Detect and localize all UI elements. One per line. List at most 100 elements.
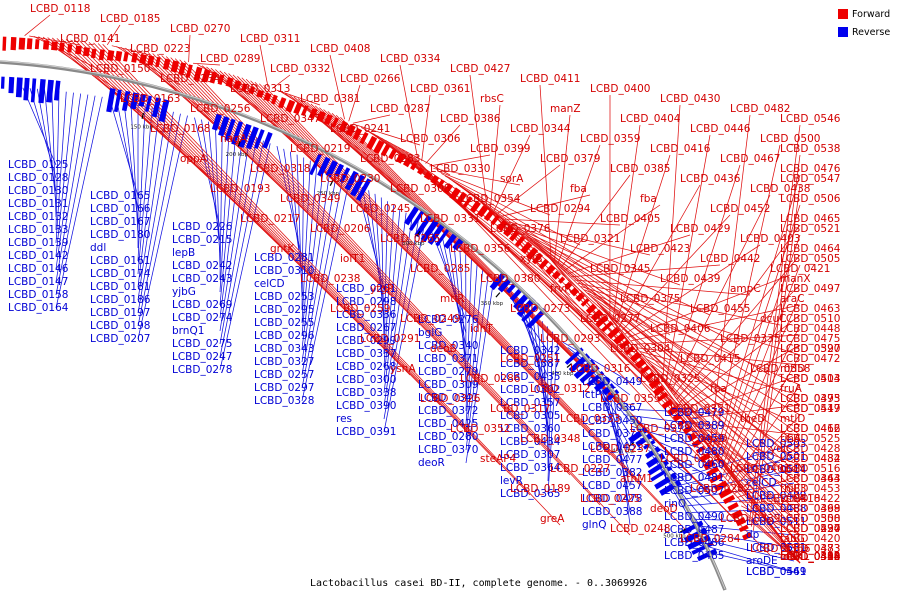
reverse-gene-label: LCBD_0342 <box>500 345 560 357</box>
forward-gene-label: LCBD_0335 <box>720 333 780 345</box>
reverse-gene-label: LCBD_0343 <box>254 343 314 355</box>
forward-gene-label: LCBD_0325 <box>640 373 700 385</box>
reverse-gene-label: levR <box>500 475 523 487</box>
reverse-feature <box>325 160 338 178</box>
forward-feature <box>402 157 412 168</box>
reverse-gene-label: LCBD_0457 <box>582 480 642 492</box>
forward-gene-label: nagA <box>220 133 248 145</box>
forward-leader-line <box>143 51 361 266</box>
ruler-tick <box>416 230 421 237</box>
reverse-gene-label: LCBD_0434 <box>500 436 561 448</box>
forward-leader-line <box>736 474 801 498</box>
reverse-feature <box>231 121 244 145</box>
forward-feature <box>131 52 138 63</box>
reverse-leader-line <box>55 92 74 257</box>
forward-gene-label: thiF3 <box>780 483 806 495</box>
forward-gene-label: frvR <box>550 283 572 295</box>
forward-feature <box>170 60 180 73</box>
reverse-gene-label: LCBD_0486 <box>664 537 725 549</box>
reverse-feature <box>121 90 131 112</box>
reverse-gene-label: LCBD_0501 <box>746 451 806 463</box>
forward-gene-label: LCBD_0422 <box>780 493 840 505</box>
reverse-gene-label: LCBD_0451 <box>582 441 642 453</box>
reverse-gene-label: LCBD_0337 <box>336 348 396 360</box>
reverse-gene-label: LCBD_0215 <box>172 234 232 246</box>
forward-gene-label: LCBD_0273 <box>510 303 570 315</box>
forward-feature <box>585 303 597 315</box>
forward-gene-label: yshA <box>390 363 416 375</box>
forward-gene-label: LCBD_0185 <box>100 13 160 25</box>
reverse-gene-label: LCBD_0197 <box>90 307 150 319</box>
forward-gene-label: LCBD_0385 <box>610 163 670 175</box>
forward-gene-label: LCBD_0463 <box>780 303 840 315</box>
forward-feature <box>656 392 669 402</box>
forward-gene-label: dcuC <box>760 313 786 325</box>
forward-leader-line <box>179 59 601 506</box>
forward-feature <box>727 502 739 511</box>
reverse-feature <box>452 237 465 251</box>
forward-leader-line <box>272 74 291 89</box>
forward-gene-label: LCBD_0375 <box>620 293 680 305</box>
forward-gene-label: LCBD_0406 <box>650 323 711 335</box>
forward-gene-label: LCBD_0510 <box>780 313 840 325</box>
forward-gene-label: LCBD_0381 <box>300 93 360 105</box>
forward-gene-label: LCBD_0444 <box>780 473 841 485</box>
forward-leader-line <box>97 43 531 496</box>
forward-gene-label: LCBD_0378 <box>630 423 690 435</box>
forward-gene-label: LCBD_0283 <box>360 153 420 165</box>
forward-feature <box>742 532 753 541</box>
forward-leader-line <box>448 178 641 306</box>
reverse-feature <box>339 167 351 183</box>
forward-gene-label: LCBD_0168 <box>150 123 210 135</box>
forward-feature <box>682 425 692 435</box>
reverse-gene-label: LCBD_0360 <box>500 423 560 435</box>
forward-feature <box>106 50 115 61</box>
forward-gene-label: LCBD_0318 <box>250 163 310 175</box>
reverse-feature <box>659 479 682 496</box>
forward-gene-label: LCBD_0504 <box>780 373 841 385</box>
reverse-leader-line <box>137 109 167 301</box>
reverse-leader-line <box>296 154 303 298</box>
forward-gene-label: LCBD_0379 <box>540 153 600 165</box>
ruler-tick <box>680 528 686 533</box>
forward-feature <box>607 326 620 340</box>
reverse-gene-label: LCBD_0338 <box>336 387 396 399</box>
forward-gene-label: LCBD_0436 <box>680 173 741 185</box>
forward-gene-label: LCBD_0469 <box>780 503 840 515</box>
forward-feature <box>718 487 733 499</box>
forward-feature <box>34 39 40 50</box>
forward-gene-label: LCBD_0339 <box>720 513 780 525</box>
forward-feature <box>699 452 711 463</box>
forward-gene-label: LCBD_0380 <box>480 273 540 285</box>
ruler-tick-label: 250 kbp <box>317 191 340 197</box>
forward-feature <box>702 459 716 471</box>
forward-gene-label: fruA <box>780 383 803 395</box>
forward-leader-line <box>720 264 801 470</box>
forward-feature <box>417 167 425 175</box>
reverse-gene-label: LCBD_0207 <box>90 333 150 345</box>
reverse-gene-label: LCBD_0276 <box>418 314 479 326</box>
reverse-feature <box>681 520 704 535</box>
forward-feature <box>545 264 556 275</box>
reverse-feature <box>646 452 666 469</box>
forward-gene-label: LCBD_0466 <box>780 423 841 435</box>
forward-gene-label: LCBD_0395 <box>780 393 840 405</box>
forward-gene-label: LCBD_0405 <box>600 213 660 225</box>
forward-leader-line <box>571 264 721 278</box>
reverse-feature <box>113 89 122 113</box>
forward-gene-label: LCBD_0344 <box>510 123 571 135</box>
reverse-feature <box>691 541 714 555</box>
forward-gene-label: LCBD_0439 <box>660 273 720 285</box>
forward-gene-label: LCBD_0285 <box>410 263 470 275</box>
forward-feature-track <box>2 36 753 541</box>
forward-gene-label: LCBD_0508 <box>780 513 840 525</box>
reverse-gene-label: LCBD_0327 <box>254 356 314 368</box>
forward-gene-label: LCBD_0361 <box>410 83 470 95</box>
forward-gene-label: fba <box>710 383 727 395</box>
reverse-gene-label: bglG <box>418 327 442 339</box>
forward-gene-label: LCBD_0529 <box>780 551 840 563</box>
reverse-leader-line <box>137 106 153 275</box>
forward-gene-label: LCBD_0366 <box>750 543 811 555</box>
forward-feature <box>209 71 218 84</box>
forward-leader-line <box>161 55 481 386</box>
